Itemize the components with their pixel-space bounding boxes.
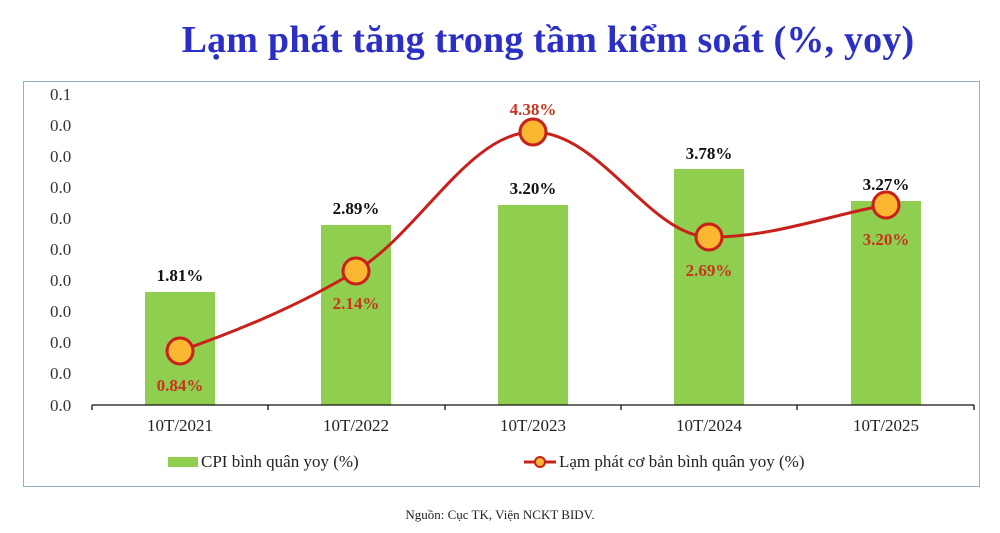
bar-value-label: 3.78% (686, 144, 733, 163)
x-label: 10T/2021 (147, 416, 213, 435)
line-value-label: 0.84% (157, 376, 204, 395)
bar-cpi-2025 (851, 201, 921, 405)
chart-title: Lạm phát tăng trong tầm kiểm soát (%, yo… (181, 19, 915, 61)
y-tick: 0.0 (50, 333, 71, 352)
x-axis-labels: 10T/2021 10T/2022 10T/2023 10T/2024 10T/… (147, 416, 919, 435)
cpi-bars (145, 169, 921, 405)
y-tick: 0.0 (50, 364, 71, 383)
chart-frame (23, 81, 980, 487)
line-value-label: 2.69% (686, 261, 733, 280)
bar-swatch-icon (168, 457, 198, 467)
legend-label-cpi: CPI bình quân yoy (%) (201, 452, 359, 471)
x-label: 10T/2024 (676, 416, 743, 435)
line-value-label: 3.20% (863, 230, 910, 249)
legend-item-core-inflation: Lạm phát cơ bản bình quân yoy (%) (524, 452, 805, 472)
marker-2022 (341, 256, 371, 286)
source-note: Nguồn: Cục TK, Viện NCKT BIDV. (405, 507, 595, 522)
y-tick: 0.0 (50, 271, 71, 290)
bar-cpi-2023 (498, 205, 568, 405)
x-axis (91, 404, 975, 410)
y-tick: 0.0 (50, 178, 71, 197)
core-inflation-value-labels: 0.84% 2.14% 4.38% 2.69% 3.20% (157, 100, 910, 395)
y-tick: 0.0 (50, 302, 71, 321)
y-tick: 0.0 (50, 147, 71, 166)
marker-2024 (694, 222, 724, 252)
core-inflation-markers (165, 117, 901, 366)
y-tick: 0.0 (50, 240, 71, 259)
line-value-label: 4.38% (510, 100, 557, 119)
bar-cpi-2024 (674, 169, 744, 405)
bar-value-label: 3.20% (510, 179, 557, 198)
x-label: 10T/2025 (853, 416, 919, 435)
bar-value-label: 3.27% (863, 175, 910, 194)
line-marker-swatch-icon (524, 456, 556, 468)
marker-2023 (518, 117, 548, 147)
bar-value-label: 2.89% (333, 199, 380, 218)
marker-2021 (165, 336, 195, 366)
y-tick: 0.1 (50, 85, 71, 104)
x-label: 10T/2023 (500, 416, 566, 435)
x-label: 10T/2022 (323, 416, 389, 435)
y-tick: 0.0 (50, 209, 71, 228)
y-tick: 0.0 (50, 116, 71, 135)
y-axis-ticks: 0.1 0.0 0.0 0.0 0.0 0.0 0.0 0.0 0.0 0.0 … (50, 85, 71, 415)
legend-label-core-inflation: Lạm phát cơ bản bình quân yoy (%) (559, 452, 805, 471)
y-tick: 0.0 (50, 396, 71, 415)
cpi-value-labels: 1.81% 2.89% 3.20% 3.78% 3.27% (157, 144, 910, 285)
marker-2025 (871, 190, 901, 220)
bar-value-label: 1.81% (157, 266, 204, 285)
line-value-label: 2.14% (333, 294, 380, 313)
legend-item-cpi: CPI bình quân yoy (%) (168, 452, 359, 472)
